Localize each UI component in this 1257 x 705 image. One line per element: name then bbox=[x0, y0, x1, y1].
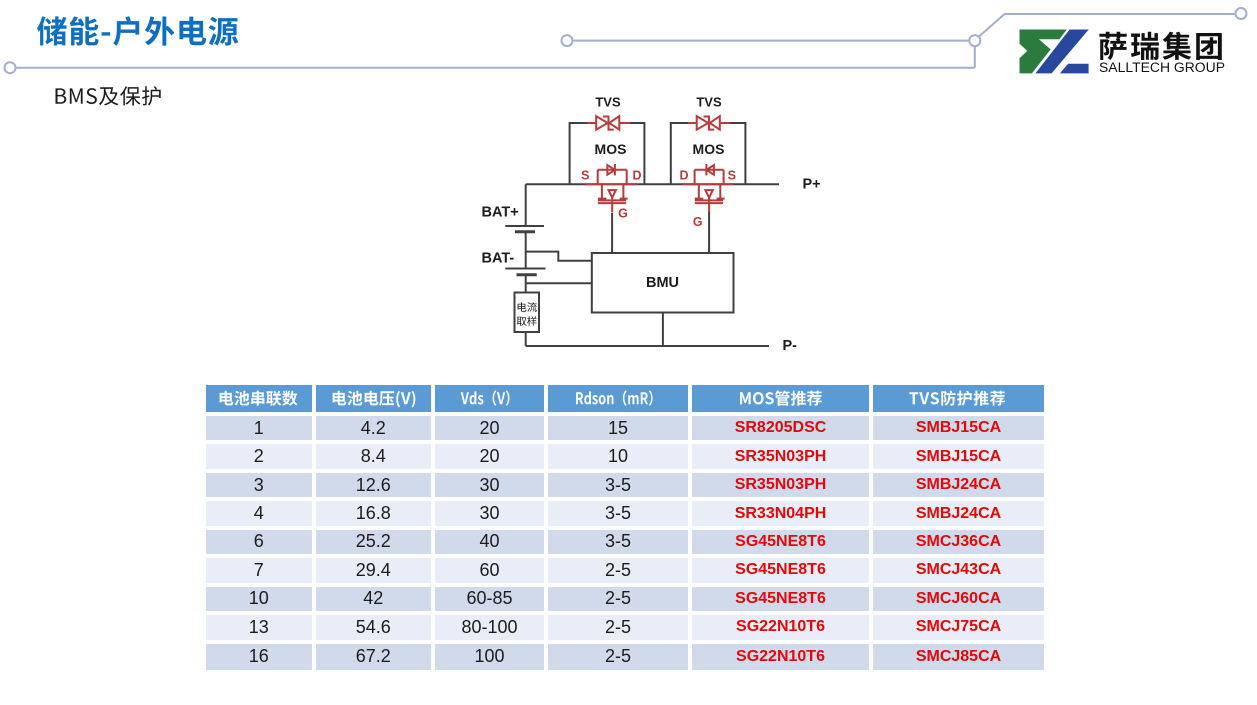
svg-text:SALLTECH GROUP: SALLTECH GROUP bbox=[1099, 60, 1225, 75]
svg-text:D: D bbox=[679, 168, 688, 182]
svg-text:TVS: TVS bbox=[595, 95, 621, 110]
svg-text:MOS: MOS bbox=[595, 141, 627, 157]
svg-text:S: S bbox=[728, 168, 736, 182]
svg-text:BAT+: BAT+ bbox=[482, 205, 519, 221]
svg-text:G: G bbox=[693, 215, 703, 229]
svg-text:D: D bbox=[632, 168, 641, 182]
svg-text:MOS: MOS bbox=[693, 141, 725, 157]
svg-text:TVS: TVS bbox=[696, 95, 722, 110]
svg-text:BMU: BMU bbox=[646, 275, 679, 291]
svg-text:P-: P- bbox=[783, 338, 798, 354]
svg-text:P+: P+ bbox=[803, 177, 821, 193]
svg-text:G: G bbox=[618, 207, 628, 221]
svg-text:BAT-: BAT- bbox=[482, 251, 515, 267]
svg-text:S: S bbox=[581, 168, 589, 182]
